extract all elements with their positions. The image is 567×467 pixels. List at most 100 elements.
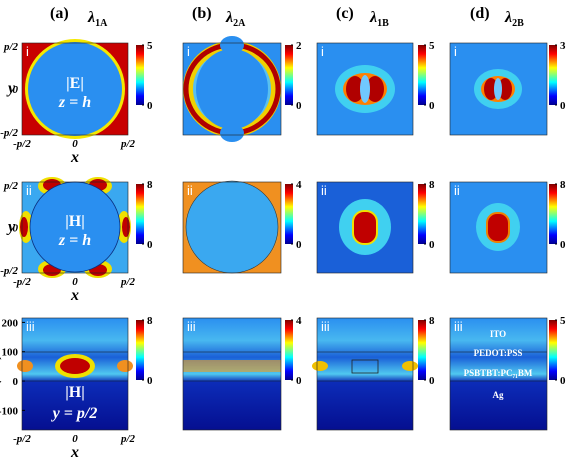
column-label: (d) (470, 5, 490, 22)
panel-frame (182, 317, 282, 431)
panel-label: i (187, 44, 190, 59)
colorbar-tick-label: 0 (147, 239, 153, 251)
panel-label: iii (26, 319, 35, 334)
x-axis-label: x (70, 149, 79, 166)
colorbar-tick-label: 0 (296, 100, 302, 112)
column-label: (a) (50, 5, 69, 22)
position-label: z = h (58, 94, 91, 111)
z-tick-label: -100 (0, 405, 18, 417)
panel-label: ii (26, 183, 32, 198)
position-label: z = h (58, 232, 91, 249)
panel-frame (182, 42, 282, 136)
column-symbol: λ1A (87, 9, 108, 29)
y-tick-label: p/2 (3, 41, 19, 53)
colorbar (549, 320, 557, 380)
x-tick-label: 0 (72, 276, 78, 288)
panel-frame (21, 181, 129, 274)
panel-label: i (26, 44, 29, 59)
symbol: λ (369, 9, 377, 26)
panel-frame (21, 317, 129, 431)
colorbar-tick-label: 5 (560, 315, 566, 327)
heatmaps (17, 36, 547, 430)
colorbar (418, 45, 426, 105)
y-tick-label: p/2 (3, 180, 19, 192)
colorbar-tick-label: 8 (429, 179, 435, 191)
colorbar (285, 184, 293, 244)
subscript: 1B (377, 18, 389, 29)
x-tick-label: p/2 (120, 276, 136, 288)
colorbar-tick-label: 0 (429, 375, 435, 387)
colorbar-tick-label: 0 (147, 100, 153, 112)
y-tick-label: 0 (13, 84, 19, 96)
x-axis-label: x (70, 444, 79, 461)
colorbar-tick-label: 0 (429, 100, 435, 112)
panel-frame (449, 317, 548, 431)
colorbar (136, 45, 144, 105)
field-label: |H| (65, 384, 85, 401)
z-tick-label: 0 (13, 376, 19, 388)
y-axis-label: y (6, 219, 16, 236)
colorbar (418, 184, 426, 244)
colorbar (285, 320, 293, 380)
panel-frame (21, 42, 129, 136)
panel-label: iii (187, 319, 196, 334)
panel-frame (316, 181, 414, 274)
colorbar (136, 184, 144, 244)
layer-label: PEDOT:PSS (474, 348, 523, 358)
x-tick-label: -p/2 (13, 138, 31, 150)
panel-frame (182, 181, 282, 274)
colorbar-tick-label: 0 (429, 239, 435, 251)
column-symbol: λ2A (225, 9, 246, 29)
position-label: y = p/2 (51, 405, 98, 422)
colorbar-tick-label: 8 (147, 315, 153, 327)
field-label: |H| (65, 213, 85, 230)
symbol: λ (225, 9, 233, 26)
layer-label: Ag (493, 390, 504, 400)
symbol: λ (504, 9, 512, 26)
subscript: 2A (233, 18, 246, 29)
colorbar-tick-label: 8 (429, 315, 435, 327)
panel-frame (316, 42, 414, 136)
z-axis-label: z (nm) (0, 353, 2, 396)
panel-label: ii (321, 183, 327, 198)
colorbar (549, 45, 557, 105)
x-axis-label: x (70, 287, 79, 304)
y-tick-label: 0 (13, 223, 19, 235)
x-tick-label: 0 (72, 138, 78, 150)
colorbar (418, 320, 426, 380)
y-tick-label: -p/2 (0, 265, 18, 277)
x-tick-label: -p/2 (13, 433, 31, 445)
colorbar-tick-label: 3 (560, 40, 566, 52)
x-tick-label: 0 (72, 433, 78, 445)
column-label: (c) (336, 5, 354, 22)
z-tick-label: 200 (2, 317, 19, 329)
colorbar-tick-label: 5 (429, 40, 435, 52)
colorbar-tick-label: 0 (560, 100, 566, 112)
colorbar-tick-label: 8 (560, 179, 566, 191)
panel-label: i (454, 44, 457, 59)
colorbar-tick-label: 5 (147, 40, 153, 52)
panel-label: iii (454, 319, 463, 334)
x-tick-label: p/2 (120, 433, 136, 445)
colorbar (285, 45, 293, 105)
colorbar (136, 320, 144, 380)
layer-label: PSBTBT:PC₇₁BM (464, 368, 533, 378)
colorbar-tick-label: 4 (296, 315, 302, 327)
colorbar-tick-label: 0 (296, 239, 302, 251)
symbol: λ (87, 9, 95, 26)
field-label: |E| (66, 75, 84, 92)
colorbar-tick-label: 4 (296, 179, 302, 191)
column-symbol: λ1B (369, 9, 389, 29)
colorbar-tick-label: 0 (296, 375, 302, 387)
y-tick-label: -p/2 (0, 127, 18, 139)
panel-label: ii (454, 183, 460, 198)
x-tick-label: -p/2 (13, 276, 31, 288)
subscript: 2B (512, 18, 524, 29)
panel-frame (316, 317, 414, 431)
colorbar-tick-label: 8 (147, 179, 153, 191)
y-axis-label: y (6, 80, 16, 97)
panel-label: iii (321, 319, 330, 334)
colorbar-tick-label: 2 (296, 40, 302, 52)
colorbar-tick-label: 0 (560, 239, 566, 251)
